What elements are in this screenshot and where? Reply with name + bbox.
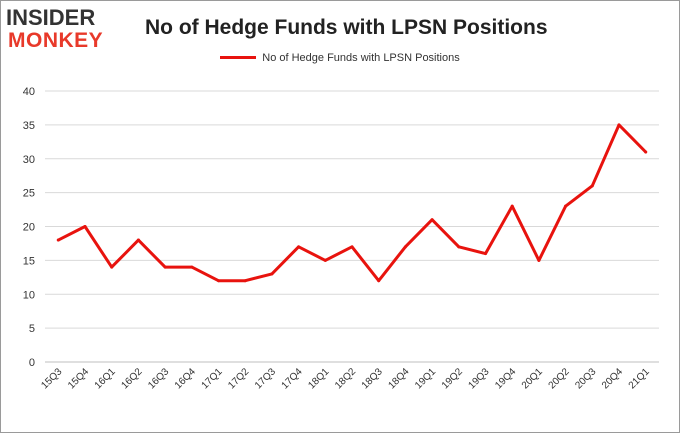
y-tick-label: 30 — [23, 154, 35, 166]
x-tick-label: 20Q4 — [600, 366, 625, 391]
x-tick-label: 17Q4 — [280, 366, 305, 391]
data-point — [270, 272, 274, 276]
legend-label: No of Hedge Funds with LPSN Positions — [262, 52, 460, 64]
x-tick-label: 20Q2 — [547, 366, 572, 391]
data-point — [350, 245, 354, 249]
data-point — [83, 225, 87, 228]
y-tick-label: 25 — [23, 188, 35, 200]
x-tick-label: 20Q1 — [520, 366, 545, 391]
data-point — [617, 123, 621, 127]
data-point — [163, 265, 167, 269]
y-tick-label: 40 — [23, 86, 35, 98]
logo-insider: INSIDER — [6, 5, 96, 30]
series-line — [56, 123, 648, 283]
data-point — [136, 238, 140, 242]
x-tick-label: 18Q2 — [333, 366, 358, 391]
x-tick-label: 21Q1 — [627, 366, 652, 391]
x-tick-label: 19Q4 — [493, 366, 518, 391]
data-point — [377, 279, 381, 283]
x-tick-label: 18Q1 — [306, 366, 331, 391]
x-tick-label: 18Q4 — [386, 366, 411, 391]
legend-swatch — [220, 55, 257, 59]
data-point — [590, 184, 594, 188]
x-tick-label: 15Q4 — [66, 366, 91, 391]
x-tick-label: 17Q1 — [200, 366, 225, 391]
data-point — [243, 279, 247, 283]
data-point — [403, 245, 407, 249]
data-point — [483, 252, 487, 256]
data-point — [217, 279, 221, 283]
data-point — [644, 150, 648, 154]
x-tick-label: 17Q3 — [253, 366, 278, 391]
data-point — [564, 204, 568, 208]
logo-monkey: MONKEY — [8, 29, 104, 52]
x-tick-label: 16Q1 — [93, 366, 118, 391]
data-point — [457, 245, 461, 249]
x-tick-label: 16Q4 — [173, 366, 198, 391]
y-tick-label: 5 — [29, 323, 35, 335]
x-tick-label: 18Q3 — [360, 366, 385, 391]
data-point — [110, 265, 114, 269]
data-point — [56, 238, 60, 242]
x-tick-label: 20Q3 — [573, 366, 598, 391]
x-tick-label: 15Q3 — [39, 366, 64, 391]
x-tick-label: 19Q2 — [440, 366, 465, 391]
data-point — [510, 204, 514, 208]
legend: No of Hedge Funds with LPSN Positions — [0, 52, 680, 64]
data-point — [537, 258, 541, 262]
x-tick-label: 16Q3 — [146, 366, 171, 391]
y-tick-label: 10 — [23, 289, 35, 301]
y-tick-label: 35 — [23, 120, 35, 132]
x-tick-label: 19Q3 — [467, 366, 492, 391]
y-tick-label: 15 — [23, 255, 35, 267]
x-tick-label: 17Q2 — [226, 366, 251, 391]
x-tick-label: 16Q2 — [119, 366, 144, 391]
data-point — [430, 218, 434, 222]
chart-title: No of Hedge Funds with LPSN Positions — [145, 16, 548, 39]
data-point — [323, 258, 327, 262]
data-point — [190, 265, 194, 269]
y-tick-label: 0 — [29, 357, 35, 369]
y-tick-label: 20 — [23, 222, 35, 234]
data-point — [297, 245, 301, 249]
x-tick-label: 19Q1 — [413, 366, 438, 391]
